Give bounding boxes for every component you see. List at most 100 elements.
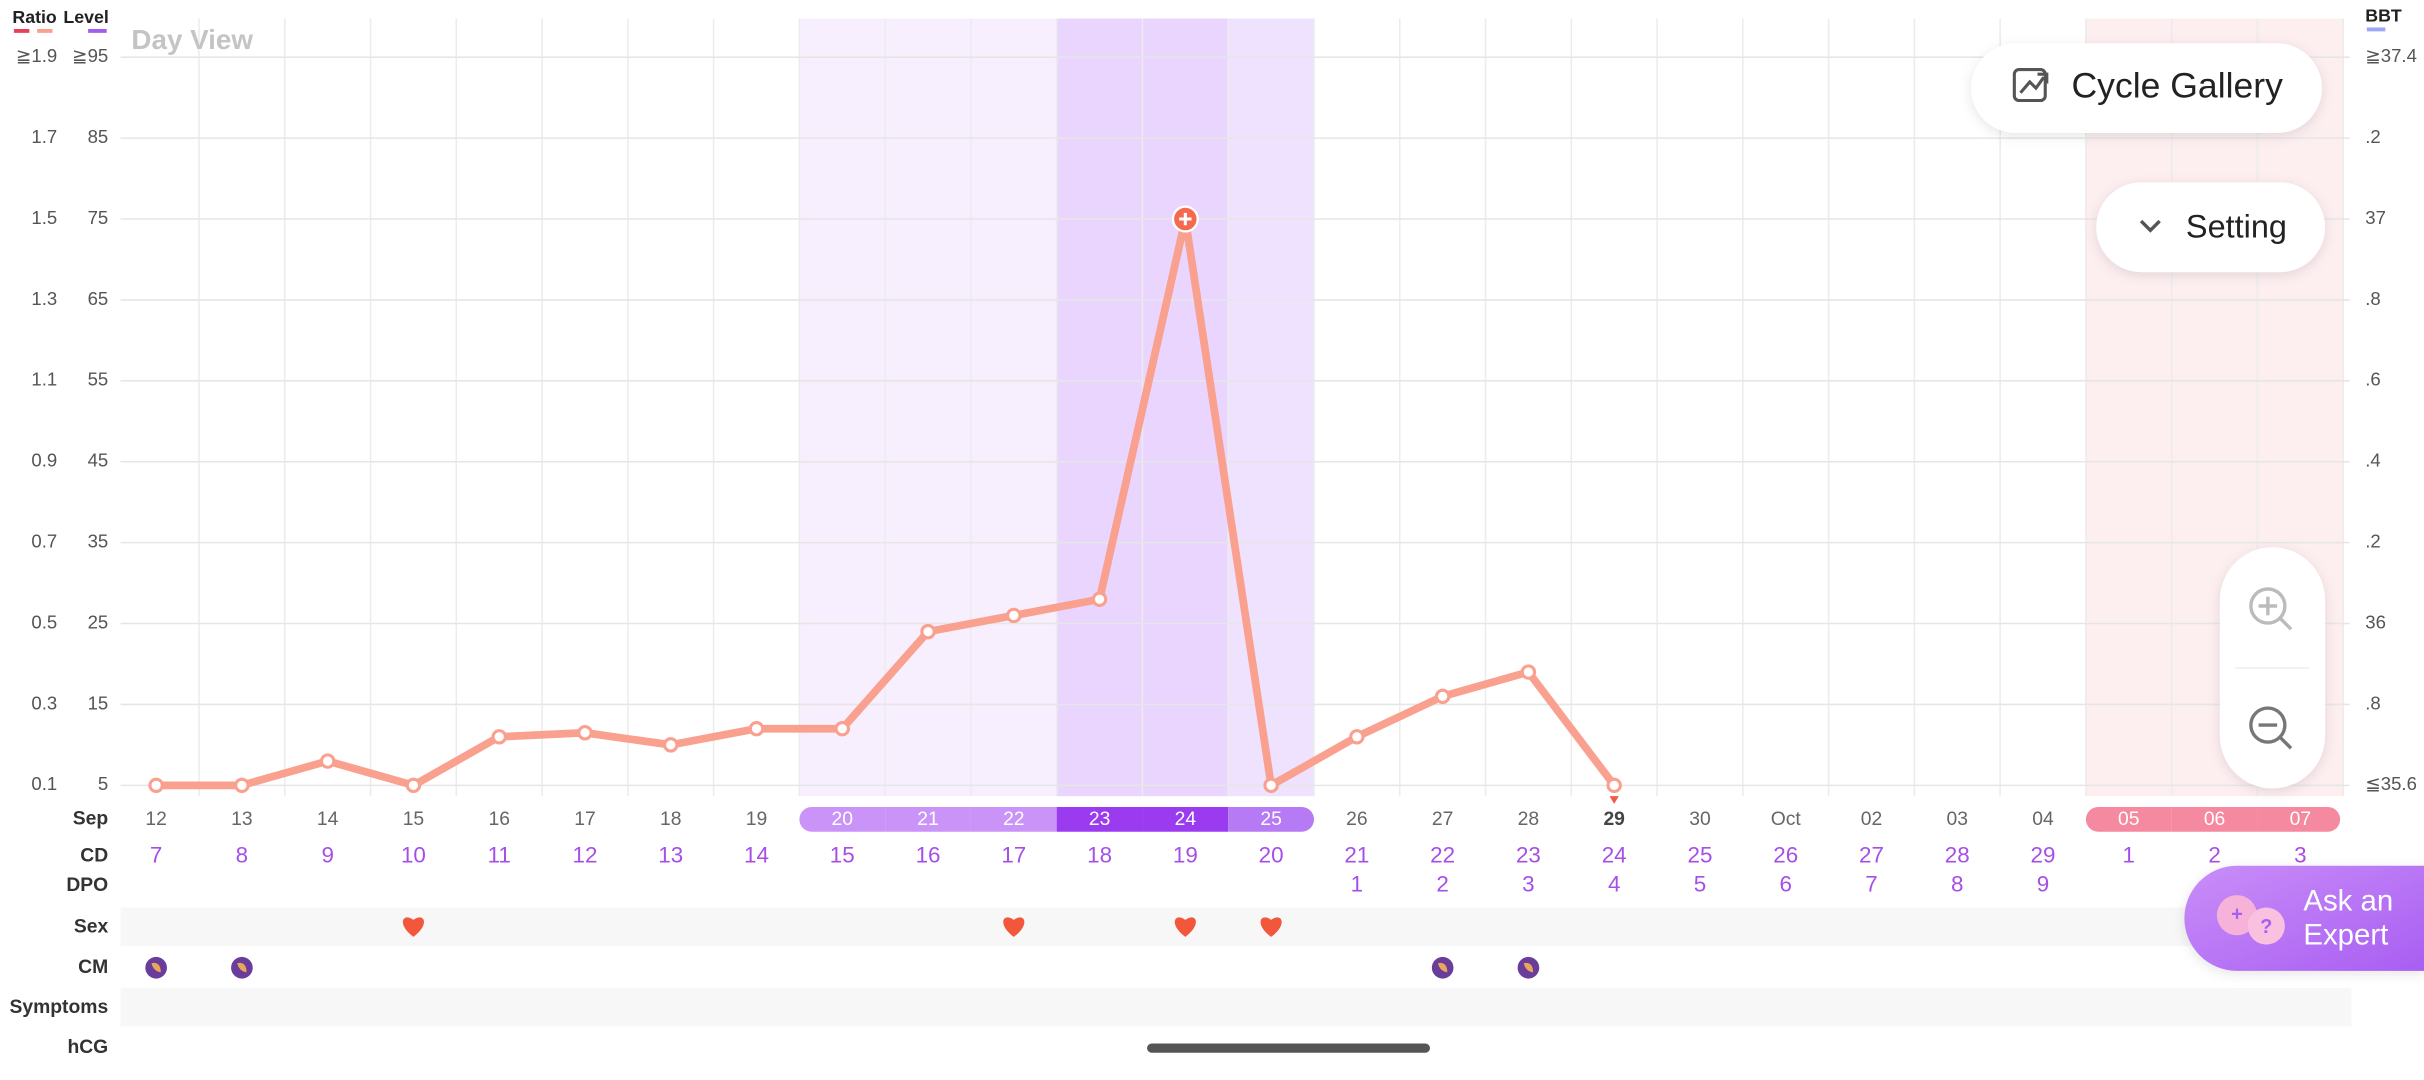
y-tick-label: 37	[2365, 207, 2386, 228]
date-label: 14	[317, 809, 339, 830]
dpo-value: 5	[1694, 872, 1706, 897]
level-point	[1520, 664, 1537, 680]
plot: 1271381491510161117121813191420152116221…	[145, 205, 2341, 979]
cd-value: 9	[321, 842, 333, 867]
y-tick-label: 75	[88, 207, 109, 228]
ask-expert-button[interactable]: + ? Ask an Expert	[2184, 865, 2424, 971]
date-label: 13	[231, 809, 252, 830]
sex-heart	[402, 917, 425, 937]
cd-value: 1	[2123, 842, 2135, 867]
svg-text:+: +	[2231, 904, 2243, 926]
date-label: 28	[1518, 809, 1539, 830]
row-label: CD	[80, 846, 108, 867]
cd-value: 20	[1259, 842, 1284, 867]
y-tick-label: 1.7	[31, 126, 57, 147]
y-tick-label: 35	[88, 531, 109, 552]
dpo-value: 1	[1351, 872, 1363, 897]
zoom-in-button[interactable]	[2249, 587, 2293, 631]
y-tick-label: .2	[2365, 126, 2380, 147]
date-label: 17	[574, 809, 595, 830]
button-bg[interactable]	[1971, 43, 2322, 133]
cd-value: 19	[1173, 842, 1198, 867]
y-tick-label: 15	[88, 692, 109, 713]
sex-row-bg	[120, 907, 2352, 947]
level-point	[491, 729, 507, 745]
level-point	[319, 753, 336, 769]
grid	[120, 18, 2350, 797]
level-axis-label: Level	[63, 7, 108, 27]
date-label: 23	[1089, 809, 1110, 830]
cd-value: 15	[830, 842, 855, 867]
phase-band	[799, 18, 886, 797]
cd-value: 12	[573, 842, 598, 867]
cd-value: 23	[1516, 842, 1541, 867]
level-point	[234, 777, 250, 794]
y-tick-label: 36	[2365, 611, 2386, 632]
date-label: 30	[1689, 809, 1710, 830]
date-pill	[1142, 806, 1229, 832]
labels: Day View Ratio Level BBT Sep CD DPO Sex …	[9, 6, 2416, 1059]
button-label[interactable]: Cycle Gallery	[2072, 66, 2284, 106]
date-label: 25	[1260, 809, 1281, 830]
cd-value: 18	[1087, 842, 1112, 867]
date-pill	[2171, 806, 2258, 832]
date-pill	[885, 806, 971, 832]
cd-value: 25	[1687, 842, 1712, 867]
month-label: Sep	[73, 808, 108, 829]
date-label: 03	[1947, 809, 1968, 830]
button-bg[interactable]	[2096, 182, 2326, 273]
dpo-value: 4	[1608, 872, 1620, 897]
date-pill	[970, 806, 1057, 832]
level-point	[1606, 777, 1622, 794]
chevron-icon	[2139, 219, 2161, 233]
sex-heart	[1174, 917, 1196, 937]
phase-bands	[799, 18, 2344, 797]
level-point	[748, 720, 765, 737]
dpo-value: 7	[1865, 872, 1877, 897]
date-label: 22	[1003, 809, 1024, 830]
button-label[interactable]: Ask an	[2303, 885, 2393, 918]
cd-value: 11	[488, 842, 511, 867]
y-tick-label: ≧37.4	[2365, 45, 2417, 66]
y-tick-label: 0.3	[31, 692, 57, 713]
level-line	[152, 215, 1619, 790]
date-label: 26	[1346, 809, 1367, 830]
cycle-gallery-button[interactable]: Cycle Gallery	[1971, 43, 2322, 133]
y-tick-label: .8	[2365, 288, 2380, 309]
today-marker	[1609, 796, 1619, 804]
phase-band	[1228, 18, 1314, 797]
dpo-value: 3	[1522, 872, 1534, 897]
bbt-axis-label: BBT	[2365, 6, 2402, 26]
dpo-value: 6	[1779, 872, 1791, 897]
button-label[interactable]: Expert	[2303, 919, 2388, 952]
level-point	[1091, 591, 1108, 607]
symptoms-row-bg	[120, 987, 2352, 1027]
y-tick-label: 1.3	[31, 288, 57, 309]
date-pill	[799, 806, 886, 832]
cd-value: 2	[2208, 842, 2220, 867]
date-label: 27	[1432, 809, 1453, 830]
date-label: 18	[660, 809, 681, 830]
button-label[interactable]: Setting	[2186, 208, 2287, 244]
cd-value: 27	[1859, 842, 1884, 867]
level-point	[1263, 777, 1279, 794]
dpo-value: 9	[2037, 872, 2049, 897]
date-label: 24	[1175, 809, 1197, 830]
y-tick-label: 0.9	[31, 450, 57, 471]
cd-value: 17	[1001, 842, 1026, 867]
level-point	[834, 720, 851, 737]
y-tick-label: 0.7	[31, 531, 57, 552]
level-point	[663, 737, 679, 753]
button-bg[interactable]	[2184, 865, 2424, 971]
y-tick-label: 45	[88, 450, 109, 471]
date-label: 19	[746, 809, 767, 830]
date-label: 05	[2118, 809, 2139, 830]
setting-button[interactable]: Setting	[2096, 182, 2326, 273]
zoom-out-button[interactable]	[2249, 706, 2293, 750]
svg-text:?: ?	[2260, 916, 2272, 938]
ratio-axis-label: Ratio	[12, 7, 57, 27]
sex-heart	[1003, 917, 1025, 937]
